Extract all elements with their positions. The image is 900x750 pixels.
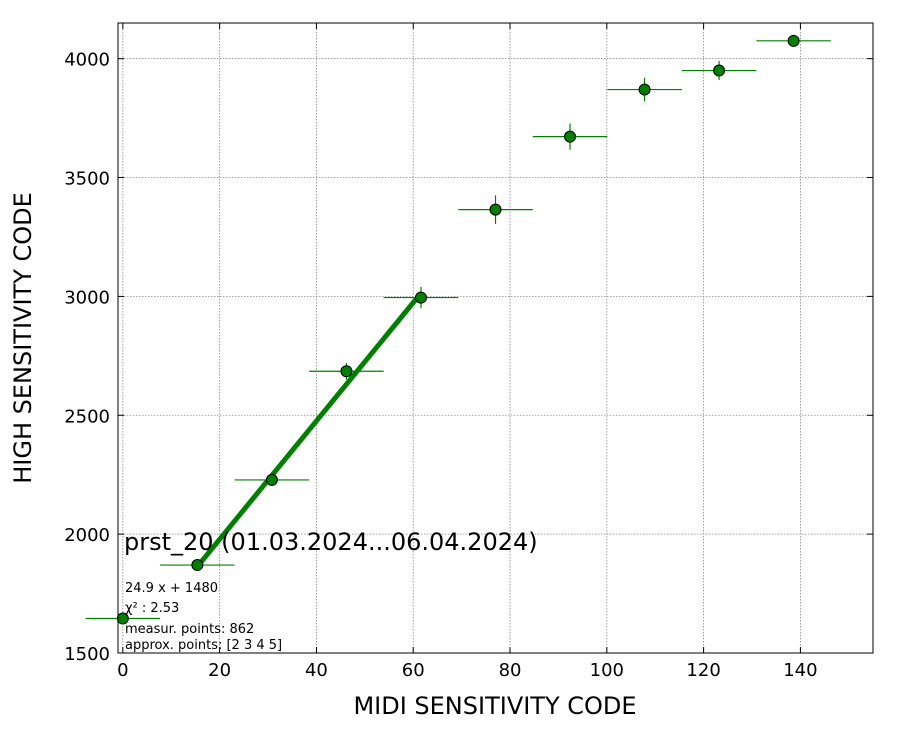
y-tick-label: 4000 [64,50,110,71]
data-point [532,123,608,150]
x-tick-label: 100 [590,660,624,681]
y-axis-title: HIGH SENSITIVITY CODE [9,192,37,484]
data-point [234,473,310,486]
plot-frame [117,22,874,654]
y-tick-label: 3000 [64,287,110,308]
fit-line-group [195,291,423,569]
x-tick-label: 20 [208,660,231,681]
data-point [309,362,384,380]
annotation-measur-points: measur. points: 862 [125,622,254,637]
y-tick-label: 2000 [64,525,110,546]
annotation-fit-equation: 24.9 x + 1480 [125,581,218,596]
data-point [756,34,831,47]
point-marker [116,612,129,625]
data-point [681,61,757,81]
data-point [458,195,533,224]
x-tick-label: 140 [783,660,817,681]
y-tick-label: 1500 [64,644,110,665]
data-point [160,559,235,572]
point-marker [265,473,278,486]
point-marker [414,291,427,304]
grid [118,23,873,654]
x-tick-label: 0 [117,660,128,681]
point-marker [191,559,204,572]
annotation-chi2: χ² : 2.53 [125,601,179,616]
point-marker [713,64,726,77]
point-marker [489,203,502,216]
y-tick-label: 2500 [64,406,110,427]
data-points [85,34,831,625]
ticks: 0 20 40 60 80 100 120 140 1500 2000 2500 3000 3500 40… [64,23,873,681]
annotation-approx-points: approx. points: [2 3 4 5] [125,638,282,653]
x-axis-title: MIDI SENSITIVITY CODE [353,692,636,720]
data-point [383,286,459,309]
point-marker [564,130,577,143]
data-point [607,77,682,102]
data-point [85,612,161,625]
x-tick-label: 80 [499,660,522,681]
fit-line [195,291,423,569]
x-tick-label: 40 [305,660,328,681]
y-tick-label: 3500 [64,169,110,190]
x-tick-label: 120 [686,660,720,681]
point-marker [340,365,353,378]
x-tick-label: 60 [402,660,425,681]
annotation-title: prst_20 (01.03.2024...06.04.2024) [124,528,538,556]
point-marker [787,34,800,47]
point-marker [638,83,651,96]
